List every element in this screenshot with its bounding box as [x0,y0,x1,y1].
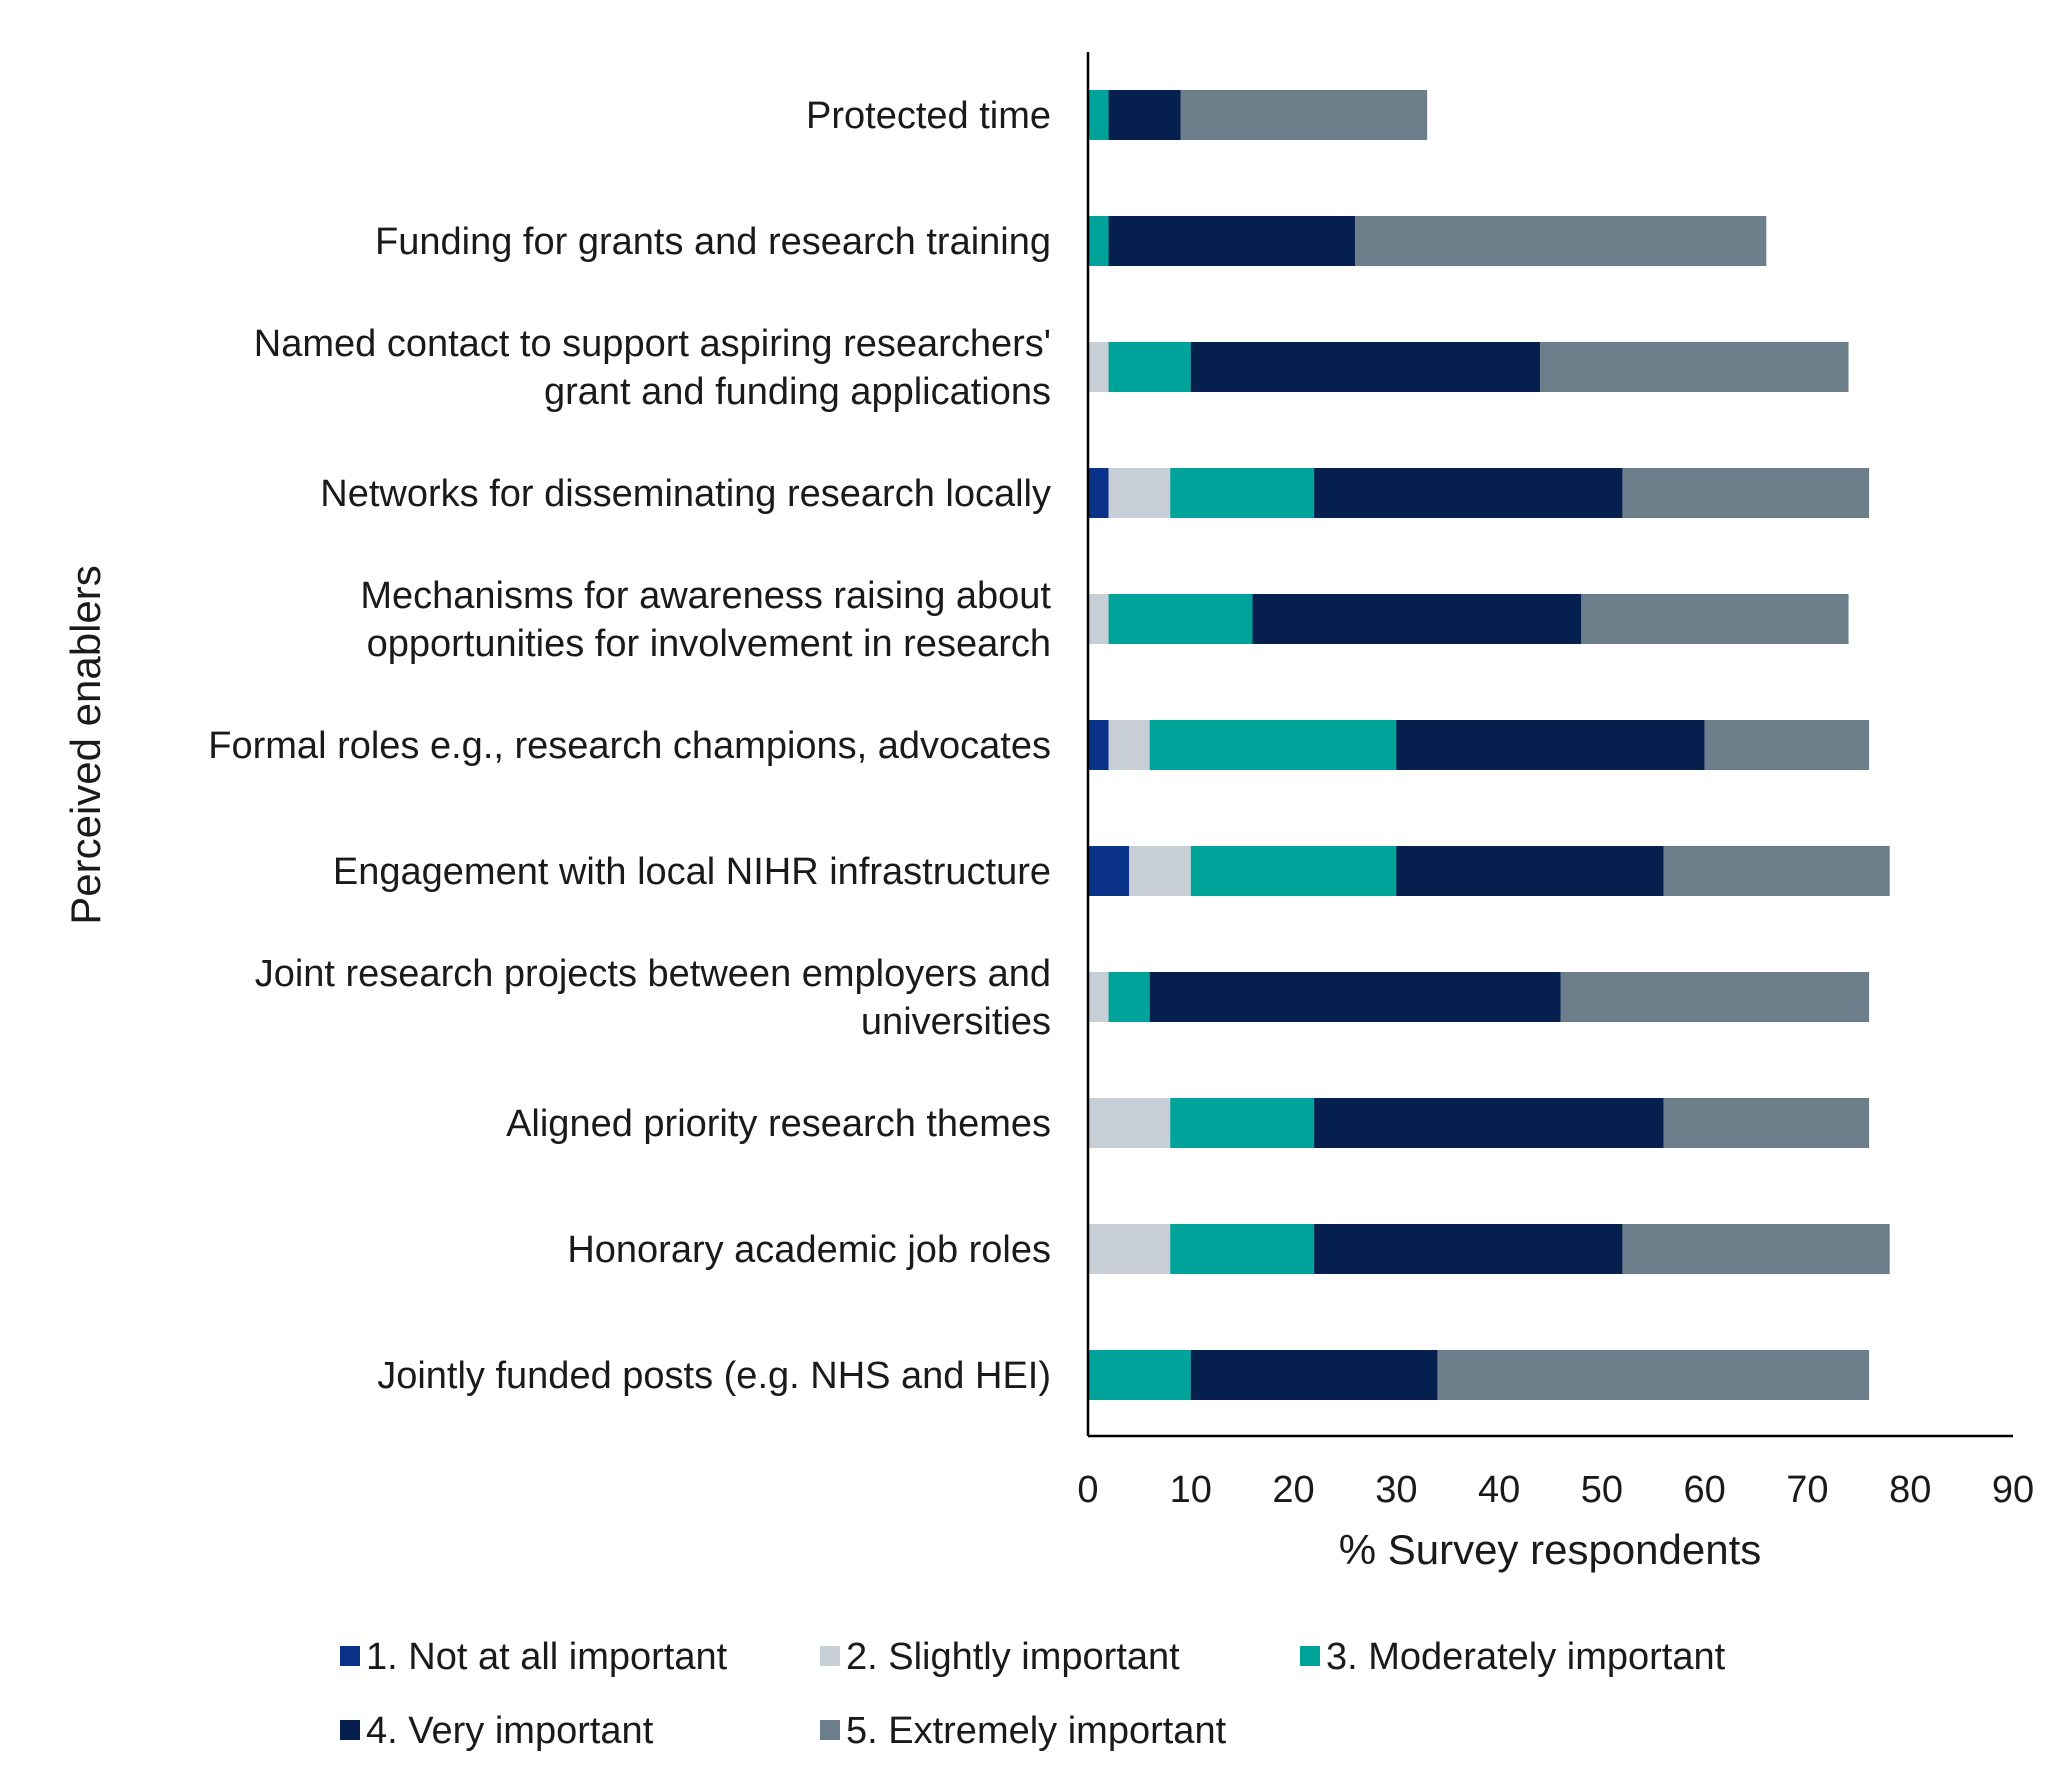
bar-segment-5-row-11 [1437,1350,1870,1400]
bar-segment-2-row-10 [1088,1224,1171,1274]
x-tick-label-0: 0 [1077,1469,1098,1511]
bar-segment-3-row-5 [1108,594,1253,644]
bar-segment-1-row-6 [1088,720,1109,770]
bar-segment-2-row-4 [1108,468,1171,518]
x-tick-label-80: 80 [1889,1469,1931,1511]
category-label-10: Honorary academic job roles [567,1229,1051,1271]
category-label-3-line-2: grant and funding applications [544,371,1051,413]
bar-segment-4-row-6 [1396,720,1705,770]
bar-segment-4-row-2 [1108,216,1356,266]
bar-segment-2-row-3 [1088,342,1109,392]
bar-segment-4-row-9 [1314,1098,1664,1148]
bar-segment-5-row-2 [1355,216,1767,266]
bar-segment-3-row-3 [1108,342,1191,392]
legend-swatch-2 [820,1646,840,1666]
legend: 1. Not at all important 2. Slightly impor… [340,1636,1726,1752]
bar-segment-1-row-4 [1088,468,1109,518]
legend-label-1: 1. Not at all important [366,1636,728,1678]
legend-swatch-4 [340,1720,360,1740]
category-label-3-line-1: Named contact to support aspiring resear… [254,323,1051,365]
legend-item-3: 3. Moderately important [1300,1636,1726,1678]
bar-segment-4-row-4 [1314,468,1623,518]
bar-segment-5-row-5 [1581,594,1849,644]
category-label-8-line-2: universities [861,1001,1051,1043]
category-labels: Protected time Funding for grants and res… [208,95,1051,1397]
legend-swatch-1 [340,1646,360,1666]
bar-segment-2-row-6 [1108,720,1150,770]
category-label-7: Engagement with local NIHR infrastructur… [333,851,1051,893]
x-tick-label-40: 40 [1478,1469,1520,1511]
bar-segment-4-row-10 [1314,1224,1623,1274]
bar-segment-3-row-9 [1170,1098,1315,1148]
bar-segment-2-row-5 [1088,594,1109,644]
bar-segment-4-row-11 [1190,1350,1438,1400]
legend-swatch-3 [1300,1646,1320,1666]
legend-item-4: 4. Very important [340,1710,654,1752]
legend-label-5: 5. Extremely important [846,1710,1227,1752]
bar-segment-2-row-8 [1088,972,1109,1022]
bar-segment-5-row-9 [1663,1098,1870,1148]
x-tick-label-50: 50 [1581,1469,1623,1511]
legend-item-5: 5. Extremely important [820,1710,1227,1752]
bar-segment-5-row-7 [1663,846,1890,896]
bar-segment-3-row-1 [1088,90,1109,140]
x-tick-label-90: 90 [1992,1469,2034,1511]
category-label-9: Aligned priority research themes [506,1103,1051,1145]
category-label-2: Funding for grants and research training [375,221,1051,263]
category-label-4: Networks for disseminating research loca… [320,473,1051,515]
legend-label-2: 2. Slightly important [846,1636,1180,1678]
legend-item-1: 1. Not at all important [340,1636,728,1678]
bar-segment-4-row-3 [1190,342,1541,392]
bar-segment-2-row-9 [1088,1098,1171,1148]
x-tick-label-10: 10 [1170,1469,1212,1511]
category-label-6: Formal roles e.g., research champions, a… [208,725,1051,767]
x-axis-title: % Survey respondents [1339,1526,1762,1573]
bar-segment-3-row-8 [1108,972,1150,1022]
bar-segment-5-row-4 [1622,468,1870,518]
y-axis-title: Perceived enablers [62,565,109,925]
bar-segment-3-row-2 [1088,216,1109,266]
category-label-11: Jointly funded posts (e.g. NHS and HEI) [377,1355,1051,1397]
x-tick-labels: 0 10 20 30 40 50 60 70 80 90 [1077,1469,2034,1511]
x-tick-label-20: 20 [1272,1469,1314,1511]
bar-segment-4-row-5 [1252,594,1582,644]
x-tick-label-70: 70 [1786,1469,1828,1511]
legend-label-4: 4. Very important [366,1710,654,1752]
bar-segment-3-row-10 [1170,1224,1315,1274]
bar-segment-5-row-8 [1560,972,1870,1022]
legend-label-3: 3. Moderately important [1326,1636,1726,1678]
bar-segment-4-row-7 [1396,846,1664,896]
bar-segment-1-row-7 [1088,846,1130,896]
category-label-5-line-1: Mechanisms for awareness raising about [360,575,1051,617]
category-label-1: Protected time [806,95,1051,137]
legend-swatch-5 [820,1720,840,1740]
bars-layer [1088,90,1890,1400]
x-tick-label-60: 60 [1684,1469,1726,1511]
x-tick-label-30: 30 [1375,1469,1417,1511]
bar-segment-3-row-6 [1149,720,1397,770]
category-label-8-line-1: Joint research projects between employer… [255,953,1051,995]
bar-segment-3-row-7 [1190,846,1397,896]
bar-segment-5-row-6 [1704,720,1870,770]
bar-segment-5-row-1 [1180,90,1428,140]
bar-segment-3-row-11 [1088,1350,1191,1400]
bar-segment-3-row-4 [1170,468,1315,518]
bar-segment-5-row-3 [1540,342,1849,392]
legend-item-2: 2. Slightly important [820,1636,1180,1678]
bar-segment-4-row-1 [1108,90,1181,140]
bar-segment-5-row-10 [1622,1224,1890,1274]
bar-segment-2-row-7 [1129,846,1191,896]
category-label-5-line-2: opportunities for involvement in researc… [367,623,1051,665]
axes [1086,52,2013,1438]
bar-segment-4-row-8 [1149,972,1561,1022]
